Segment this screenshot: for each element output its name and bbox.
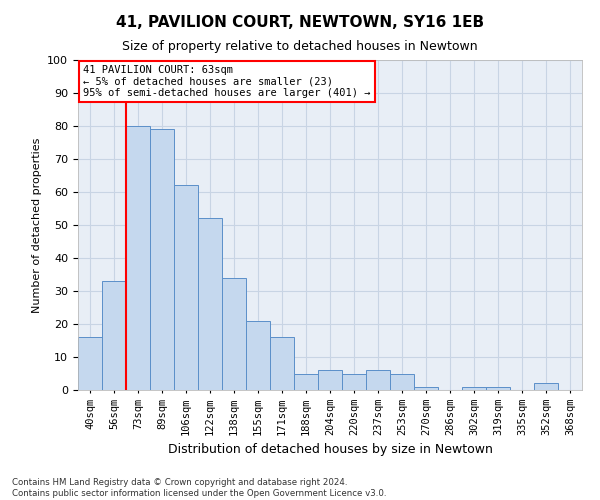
Bar xyxy=(342,374,366,390)
X-axis label: Distribution of detached houses by size in Newtown: Distribution of detached houses by size … xyxy=(167,444,493,456)
Bar xyxy=(366,370,390,390)
Bar xyxy=(126,126,150,390)
Y-axis label: Number of detached properties: Number of detached properties xyxy=(32,138,42,312)
Text: 41 PAVILION COURT: 63sqm
← 5% of detached houses are smaller (23)
95% of semi-de: 41 PAVILION COURT: 63sqm ← 5% of detache… xyxy=(83,65,371,98)
Bar xyxy=(102,281,126,390)
Bar xyxy=(198,218,222,390)
Bar xyxy=(294,374,318,390)
Bar xyxy=(150,130,174,390)
Bar xyxy=(270,337,294,390)
Bar xyxy=(414,386,438,390)
Bar xyxy=(462,386,486,390)
Bar xyxy=(222,278,246,390)
Bar xyxy=(174,186,198,390)
Bar xyxy=(390,374,414,390)
Bar xyxy=(486,386,510,390)
Bar xyxy=(318,370,342,390)
Bar xyxy=(78,337,102,390)
Text: Contains HM Land Registry data © Crown copyright and database right 2024.
Contai: Contains HM Land Registry data © Crown c… xyxy=(12,478,386,498)
Text: Size of property relative to detached houses in Newtown: Size of property relative to detached ho… xyxy=(122,40,478,53)
Bar xyxy=(246,320,270,390)
Bar xyxy=(534,384,558,390)
Text: 41, PAVILION COURT, NEWTOWN, SY16 1EB: 41, PAVILION COURT, NEWTOWN, SY16 1EB xyxy=(116,15,484,30)
